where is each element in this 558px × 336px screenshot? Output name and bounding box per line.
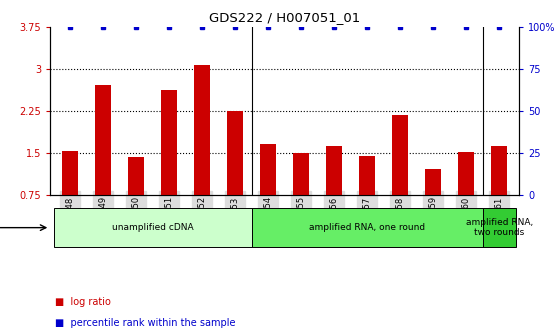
- Bar: [227, 111, 243, 195]
- Text: amplified RNA,
two rounds: amplified RNA, two rounds: [465, 218, 533, 237]
- Bar: [458, 152, 474, 195]
- Bar: [326, 146, 343, 195]
- Bar: [161, 90, 177, 195]
- Bar: [293, 153, 309, 195]
- Text: unamplified cDNA: unamplified cDNA: [112, 223, 194, 232]
- Text: ■  log ratio: ■ log ratio: [55, 297, 111, 307]
- Bar: [54, 208, 252, 247]
- Bar: [95, 85, 111, 195]
- Bar: [392, 115, 408, 195]
- Bar: [194, 65, 210, 195]
- Bar: [62, 151, 78, 195]
- Bar: [491, 146, 507, 195]
- Bar: [359, 156, 376, 195]
- Bar: [252, 208, 483, 247]
- Text: ■  percentile rank within the sample: ■ percentile rank within the sample: [55, 318, 235, 328]
- Text: amplified RNA, one round: amplified RNA, one round: [309, 223, 425, 232]
- Bar: [260, 144, 276, 195]
- Bar: [483, 208, 516, 247]
- Title: GDS222 / H007051_01: GDS222 / H007051_01: [209, 11, 360, 24]
- Bar: [425, 169, 441, 195]
- Bar: [128, 157, 145, 195]
